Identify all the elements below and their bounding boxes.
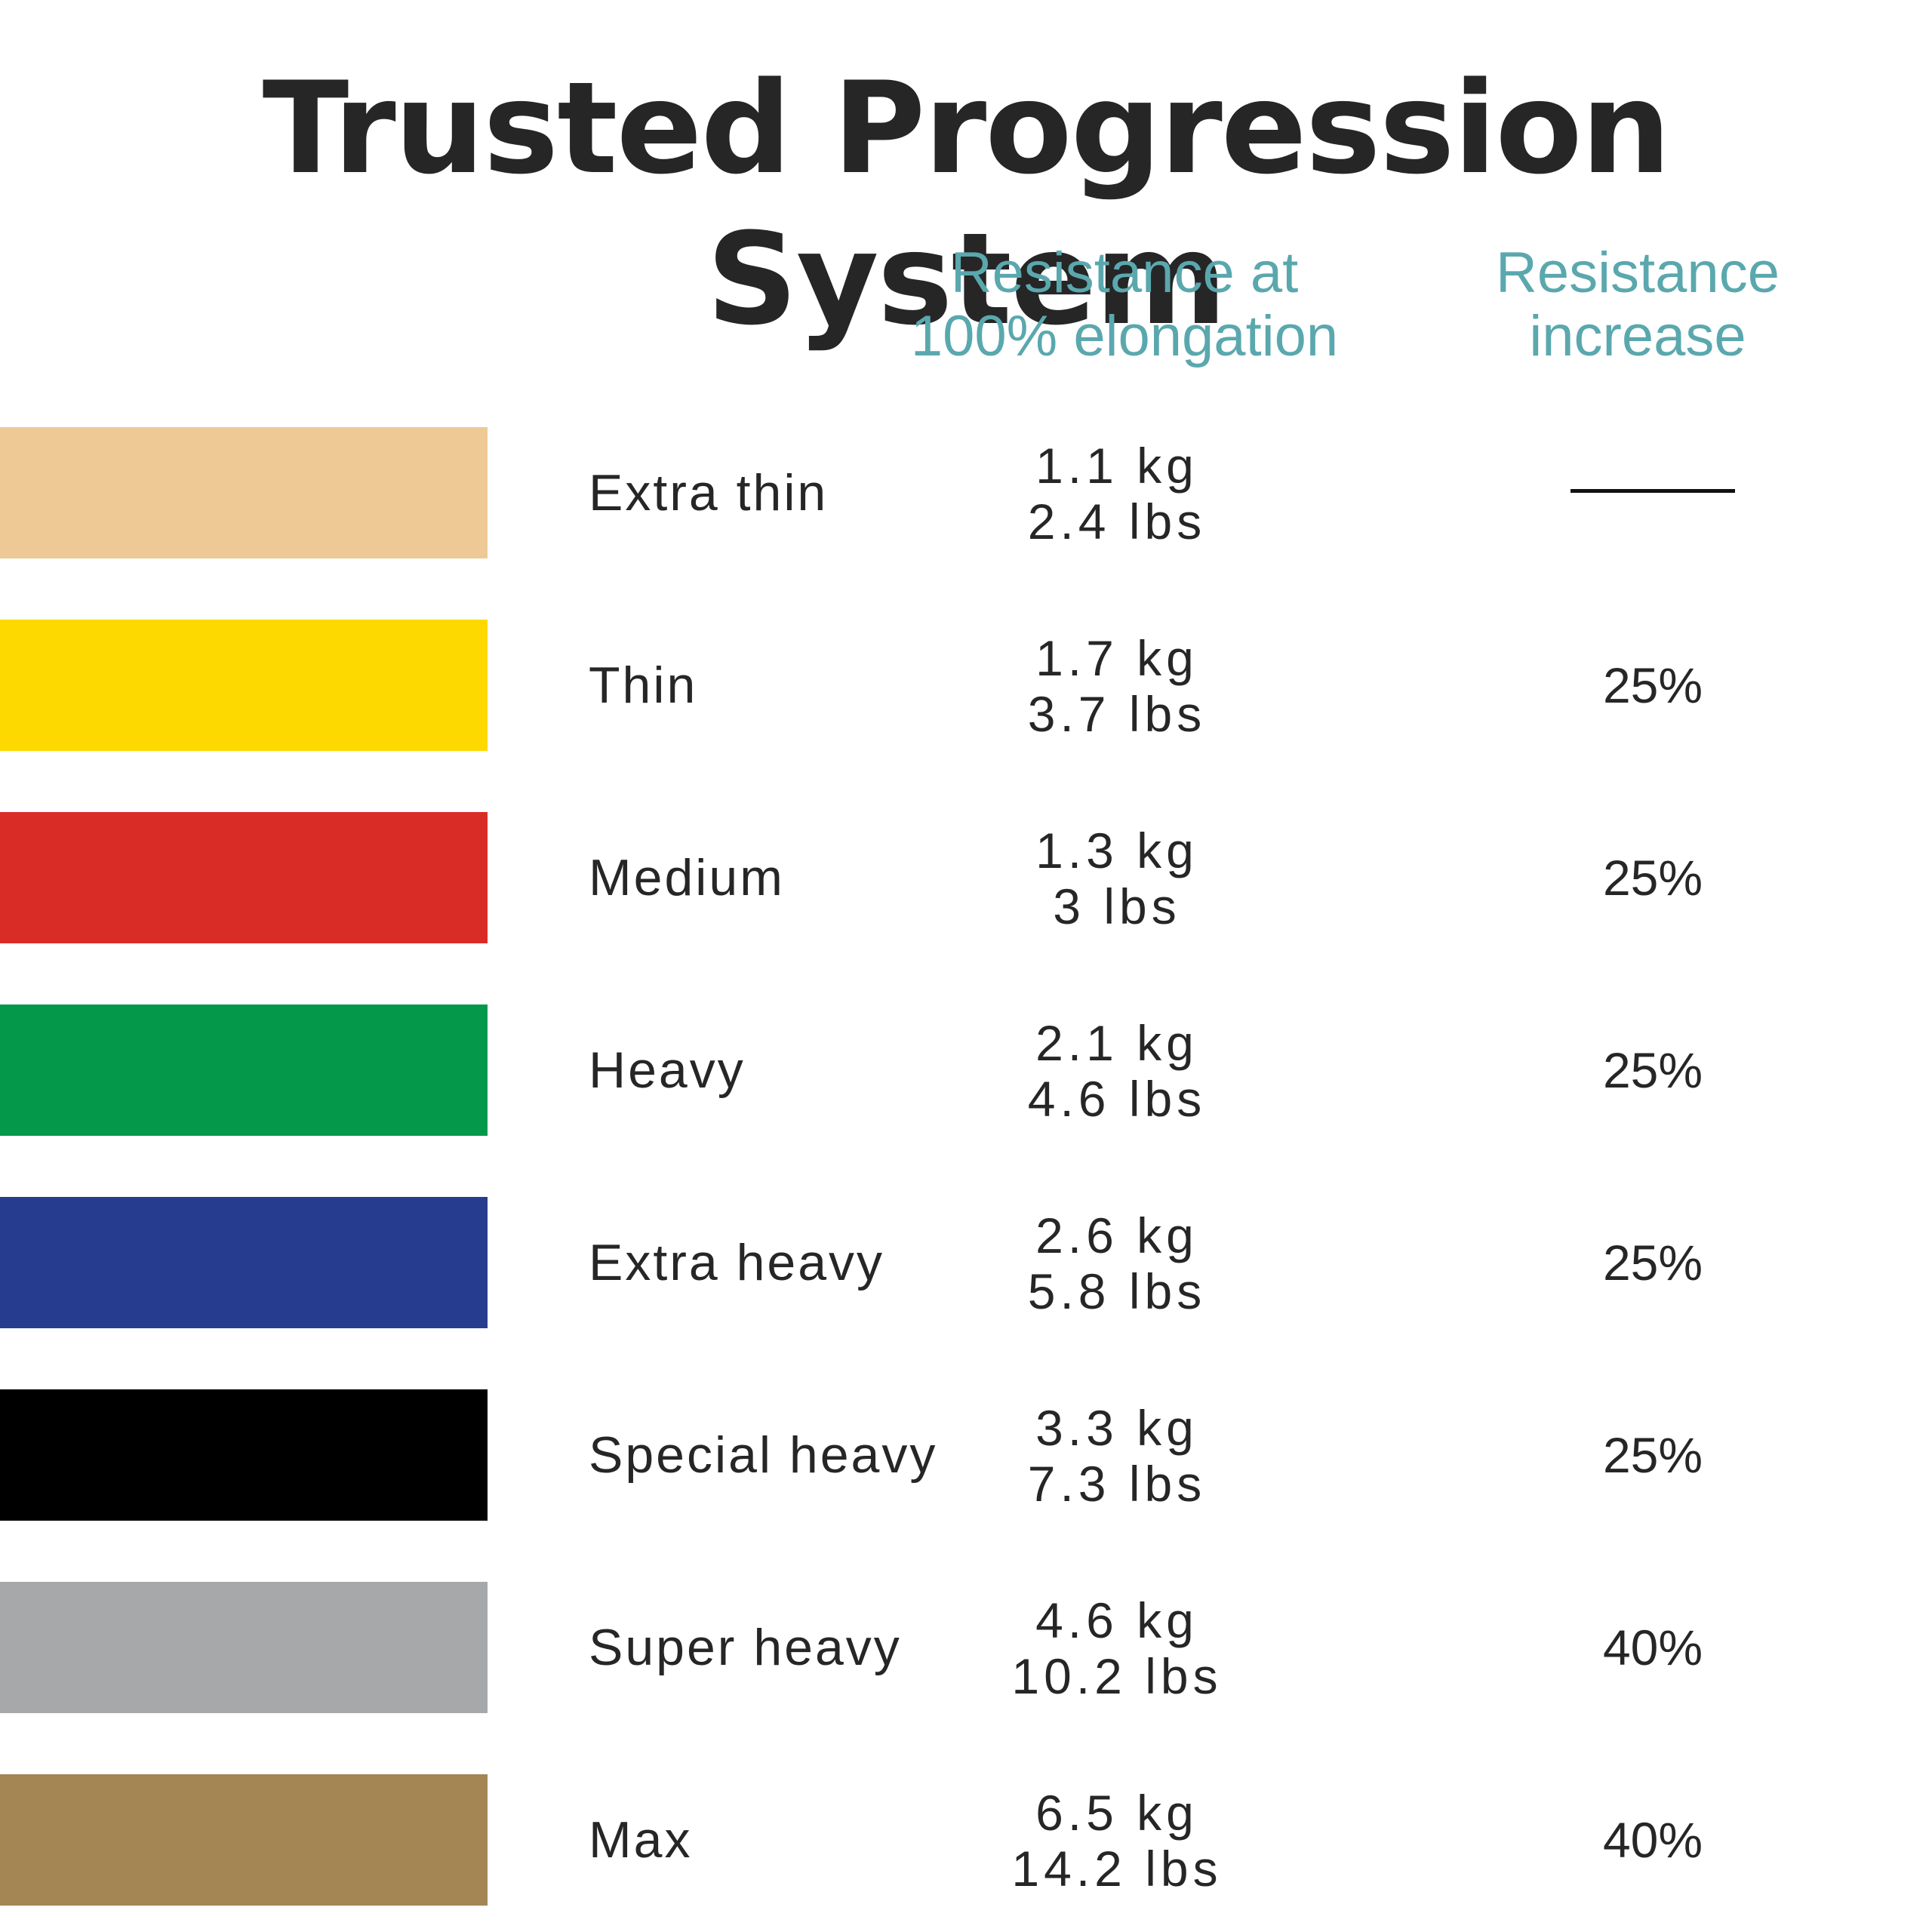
band-row-medium: Medium 1.3 kg 3 lbs 25%: [0, 812, 1932, 943]
increase-value: 25%: [1602, 1427, 1703, 1483]
increase-value: 25%: [1602, 657, 1703, 713]
resistance-lbs: 14.2 lbs: [1011, 1841, 1223, 1897]
resistance-value: 6.5 kg 14.2 lbs: [989, 1785, 1245, 1897]
resistance-lbs: 10.2 lbs: [1011, 1648, 1223, 1704]
resistance-column-header: Resistance at 100% elongation: [868, 242, 1381, 368]
color-swatch: [0, 1197, 488, 1328]
resistance-lbs: 4.6 lbs: [1027, 1071, 1207, 1127]
band-row-extra-heavy: Extra heavy 2.6 kg 5.8 lbs 25%: [0, 1197, 1932, 1328]
resistance-header-line1: Resistance at: [950, 241, 1299, 305]
increase-column-header: Resistance increase: [1457, 242, 1819, 368]
band-row-special-heavy: Special heavy 3.3 kg 7.3 lbs 25%: [0, 1389, 1932, 1521]
resistance-value: 2.1 kg 4.6 lbs: [989, 1015, 1245, 1127]
increase-value: 40%: [1602, 1620, 1703, 1675]
resistance-kg: 6.5 kg: [1035, 1785, 1198, 1841]
band-row-super-heavy: Super heavy 4.6 kg 10.2 lbs 40%: [0, 1582, 1932, 1713]
increase-value: [1532, 427, 1774, 558]
band-name: Extra thin: [589, 464, 829, 521]
resistance-header-line2: 100% elongation: [910, 304, 1339, 368]
resistance-value: 4.6 kg 10.2 lbs: [989, 1592, 1245, 1704]
band-name: Medium: [589, 849, 785, 906]
resistance-kg: 1.3 kg: [1035, 823, 1198, 878]
resistance-lbs: 5.8 lbs: [1027, 1263, 1207, 1319]
color-swatch: [0, 1004, 488, 1136]
resistance-value: 1.3 kg 3 lbs: [989, 823, 1245, 934]
resistance-value: 3.3 kg 7.3 lbs: [989, 1400, 1245, 1512]
no-increase-dash: [1571, 488, 1735, 493]
color-swatch: [0, 812, 488, 943]
resistance-kg: 4.6 kg: [1035, 1592, 1198, 1648]
band-name: Super heavy: [589, 1619, 902, 1676]
increase-value: 25%: [1602, 1042, 1703, 1098]
band-row-extra-thin: Extra thin 1.1 kg 2.4 lbs: [0, 427, 1932, 558]
color-swatch: [0, 1774, 488, 1906]
resistance-kg: 2.6 kg: [1035, 1208, 1198, 1263]
resistance-lbs: 3.7 lbs: [1027, 686, 1207, 742]
page-title: Trusted Progression System: [262, 54, 1672, 353]
band-row-heavy: Heavy 2.1 kg 4.6 lbs 25%: [0, 1004, 1932, 1136]
band-name: Special heavy: [589, 1426, 938, 1484]
color-swatch: [0, 1582, 488, 1713]
resistance-lbs: 3 lbs: [1053, 878, 1181, 934]
resistance-kg: 1.7 kg: [1035, 630, 1198, 686]
resistance-lbs: 2.4 lbs: [1027, 494, 1207, 549]
color-swatch: [0, 1389, 488, 1521]
band-name: Thin: [589, 657, 698, 714]
resistance-kg: 1.1 kg: [1035, 438, 1198, 494]
resistance-value: 2.6 kg 5.8 lbs: [989, 1208, 1245, 1319]
resistance-value: 1.1 kg 2.4 lbs: [989, 438, 1245, 549]
resistance-lbs: 7.3 lbs: [1027, 1456, 1207, 1512]
resistance-value: 1.7 kg 3.7 lbs: [989, 630, 1245, 742]
band-name: Heavy: [589, 1041, 746, 1099]
band-row-max: Max 6.5 kg 14.2 lbs 40%: [0, 1774, 1932, 1906]
band-name: Max: [589, 1811, 693, 1869]
increase-value: 25%: [1602, 1235, 1703, 1291]
resistance-kg: 2.1 kg: [1035, 1015, 1198, 1071]
increase-header-line2: increase: [1529, 304, 1746, 368]
color-swatch: [0, 427, 488, 558]
band-row-thin: Thin 1.7 kg 3.7 lbs 25%: [0, 620, 1932, 751]
resistance-kg: 3.3 kg: [1035, 1400, 1198, 1456]
increase-value: 25%: [1602, 850, 1703, 906]
increase-header-line1: Resistance: [1496, 241, 1780, 305]
increase-value: 40%: [1602, 1812, 1703, 1868]
band-name: Extra heavy: [589, 1234, 885, 1291]
color-swatch: [0, 620, 488, 751]
